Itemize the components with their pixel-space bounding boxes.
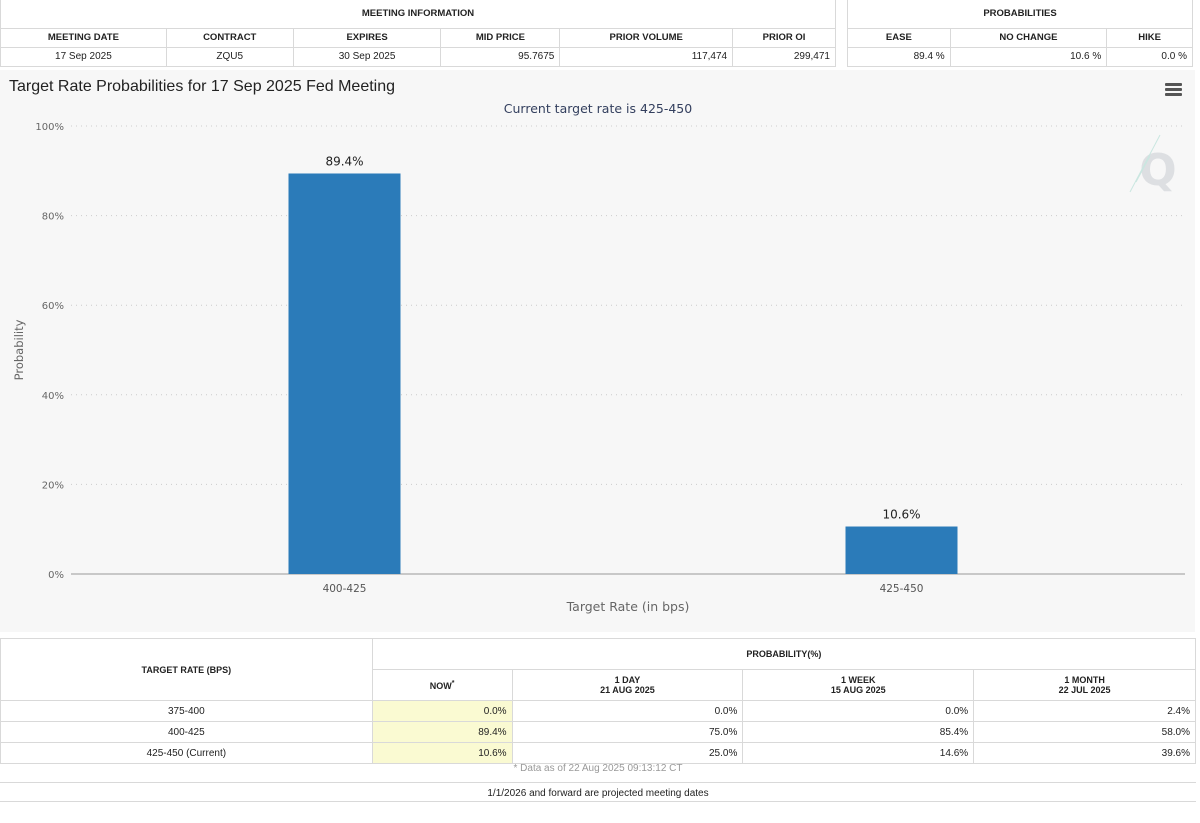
chart-panel: Target Rate Probabilities for 17 Sep 202… — [0, 70, 1195, 632]
y-axis-label: Probability — [12, 319, 26, 380]
now-header: NOW* — [371, 669, 513, 701]
col-no-change: NO CHANGE — [949, 27, 1108, 48]
bar[interactable] — [845, 526, 958, 574]
expires-value: 30 Sep 2025 — [292, 46, 442, 67]
svg-text:Q: Q — [1139, 145, 1176, 196]
y-tick-label: 0% — [48, 570, 64, 581]
data-timestamp-note: * Data as of 22 Aug 2025 09:13:12 CT — [513, 763, 683, 774]
one-week-date: 15 AUG 2025 — [830, 685, 886, 695]
rate-cell: 425-450 (Current) — [0, 742, 373, 764]
one-day-cell: 75.0% — [511, 721, 744, 743]
one-month-label: 1 MONTH — [1064, 675, 1105, 685]
y-tick-label: 80% — [42, 212, 64, 223]
x-tick-label: 400-425 — [323, 583, 367, 595]
col-ease: EASE — [847, 27, 951, 48]
col-prior-oi: PRIOR OI — [732, 27, 836, 48]
one-month-header: 1 MONTH 22 JUL 2025 — [973, 669, 1196, 701]
one-day-label: 1 DAY — [614, 675, 641, 685]
now-cell: 10.6% — [371, 742, 513, 764]
y-tick-label: 20% — [42, 480, 64, 491]
probabilities-header: PROBABILITIES — [847, 0, 1193, 29]
col-contract: CONTRACT — [165, 27, 294, 48]
probability-history-table: TARGET RATE (BPS) PROBABILITY(%) NOW* 1 … — [0, 638, 1197, 764]
table-row: 375-400 0.0% 0.0% 0.0% 2.4% — [0, 700, 1196, 722]
chart-title: Target Rate Probabilities for 17 Sep 202… — [9, 78, 396, 95]
meeting-info-table: MEETING INFORMATION MEETING DATE CONTRAC… — [0, 0, 836, 67]
col-meeting-date: MEETING DATE — [0, 27, 167, 48]
one-week-cell: 14.6% — [742, 742, 975, 764]
col-hike: HIKE — [1106, 27, 1193, 48]
target-rate-header: TARGET RATE (BPS) — [0, 638, 373, 701]
footnote-divider-bottom — [0, 801, 1196, 802]
one-week-label: 1 WEEK — [841, 675, 876, 685]
hamburger-menu-icon[interactable] — [1165, 83, 1182, 96]
table-row: 400-425 89.4% 75.0% 85.4% 58.0% — [0, 721, 1196, 743]
col-prior-volume: PRIOR VOLUME — [559, 27, 734, 48]
y-tick-label: 60% — [42, 301, 64, 312]
rate-cell: 375-400 — [0, 700, 373, 722]
chart-subtitle: Current target rate is 425-450 — [504, 101, 692, 116]
prior-volume-value: 117,474 — [559, 46, 734, 67]
now-cell: 89.4% — [371, 721, 513, 743]
bar-value-label: 10.6% — [882, 508, 920, 522]
ease-value: 89.4 % — [847, 46, 951, 67]
prior-oi-value: 299,471 — [732, 46, 836, 67]
now-label: NOW — [429, 680, 452, 691]
one-month-cell: 58.0% — [973, 721, 1196, 743]
y-tick-label: 100% — [35, 122, 64, 133]
one-week-cell: 0.0% — [742, 700, 975, 722]
bar-chart: Current target rate is 425-450 Q 0% 20% 40… — [12, 101, 1185, 614]
x-axis-label: Target Rate (in bps) — [566, 599, 690, 614]
one-month-cell: 39.6% — [973, 742, 1196, 764]
no-change-value: 10.6 % — [949, 46, 1108, 67]
one-day-cell: 0.0% — [511, 700, 744, 722]
mid-price-value: 95.7675 — [440, 46, 561, 67]
hike-value: 0.0 % — [1106, 46, 1193, 67]
footnote-divider-top — [0, 782, 1196, 783]
contract-value: ZQU5 — [165, 46, 294, 67]
now-cell: 0.0% — [371, 700, 513, 722]
one-day-header: 1 DAY 21 AUG 2025 — [511, 669, 744, 701]
one-month-cell: 2.4% — [973, 700, 1196, 722]
probabilities-table: PROBABILITIES EASE NO CHANGE HIKE 89.4 %… — [847, 0, 1193, 67]
meeting-date-value: 17 Sep 2025 — [0, 46, 167, 67]
one-week-cell: 85.4% — [742, 721, 975, 743]
x-tick-label: 425-450 — [880, 583, 924, 595]
bar-value-label: 89.4% — [325, 154, 363, 168]
one-month-date: 22 JUL 2025 — [1058, 685, 1111, 695]
y-tick-label: 40% — [42, 391, 64, 402]
col-expires: EXPIRES — [292, 27, 442, 48]
one-day-cell: 25.0% — [511, 742, 744, 764]
probability-header: PROBABILITY(%) — [371, 638, 1197, 670]
rate-cell: 400-425 — [0, 721, 373, 743]
now-asterisk: * — [451, 679, 455, 687]
table-row: 425-450 (Current) 10.6% 25.0% 14.6% 39.6… — [0, 742, 1196, 764]
one-week-header: 1 WEEK 15 AUG 2025 — [742, 669, 975, 701]
col-mid-price: MID PRICE — [440, 27, 561, 48]
projected-dates-note: 1/1/2026 and forward are projected meeti… — [487, 788, 709, 799]
watermark-q-logo: Q — [1129, 134, 1177, 196]
one-day-date: 21 AUG 2025 — [600, 685, 655, 695]
bar[interactable] — [288, 173, 401, 574]
meeting-info-header: MEETING INFORMATION — [0, 0, 836, 29]
